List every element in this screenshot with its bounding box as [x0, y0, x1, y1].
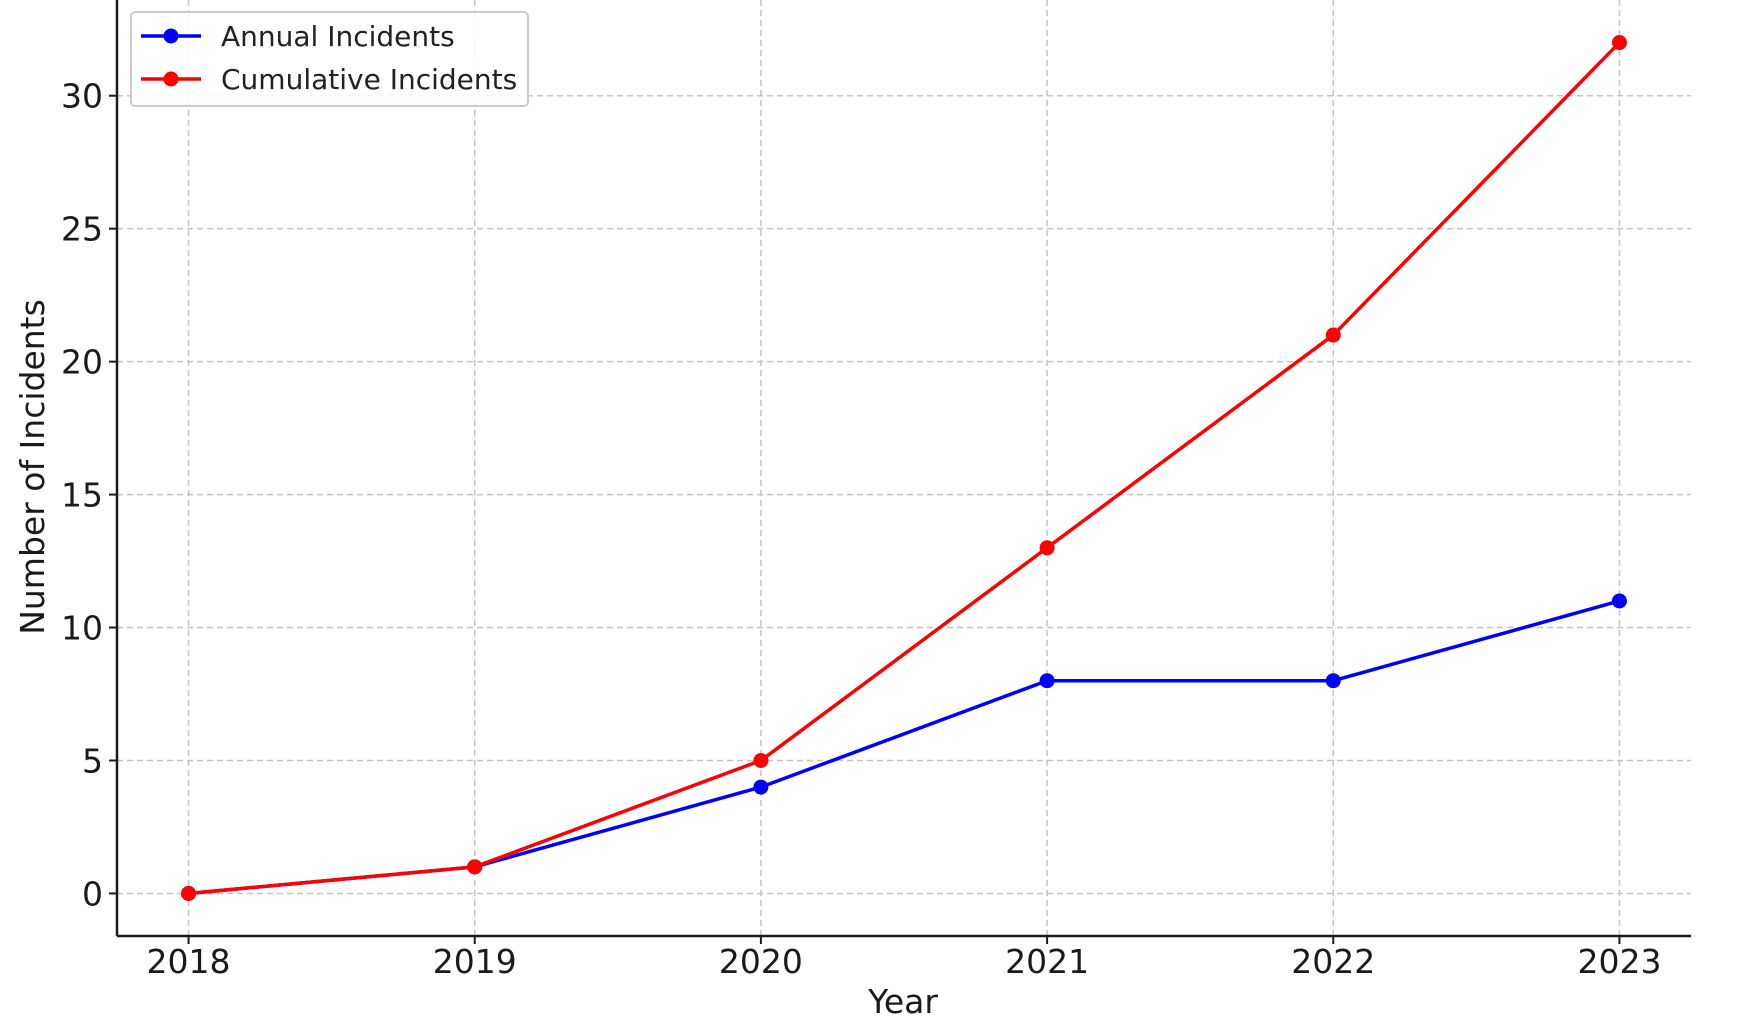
x-tick-label: 2023: [1577, 942, 1661, 981]
x-tick-label: 2018: [147, 942, 231, 981]
cumulative-incidents-point: [1039, 540, 1055, 556]
annual-incidents-line: [188, 599, 1620, 896]
legend-label: Cumulative Incidents: [221, 63, 517, 96]
legend-label: Annual Incidents: [221, 20, 455, 53]
x-tick-label: 2019: [433, 942, 517, 981]
legend-swatch-marker: [163, 28, 179, 44]
y-tick-label: 10: [61, 609, 103, 648]
cumulative-incidents-point: [1611, 35, 1627, 51]
y-tick-label: 20: [61, 343, 103, 382]
annual-incidents-point: [1325, 673, 1341, 689]
legend: Annual Incidents Cumulative Incidents: [130, 11, 529, 107]
y-axis-title: Number of Incidents: [13, 299, 52, 635]
y-tick-label: 25: [61, 210, 103, 249]
cumulative-incidents-point: [467, 859, 483, 875]
y-axis-ticks: 0 5 10 15 20 25 30: [61, 77, 117, 913]
annual-incidents-point: [753, 779, 769, 795]
x-axis-title: Year: [867, 982, 938, 1021]
x-tick-label: 2021: [1005, 942, 1089, 981]
series-group: [181, 35, 1627, 901]
cumulative-incidents-point: [181, 885, 197, 901]
cumulative-incidents-point: [1325, 327, 1341, 343]
y-tick-label: 0: [82, 874, 103, 913]
y-tick-label: 5: [82, 742, 103, 781]
y-tick-label: 15: [61, 476, 103, 515]
cumulative-incidents-point: [753, 753, 769, 768]
x-tick-label: 2022: [1291, 942, 1375, 981]
grid: [117, 0, 1691, 936]
legend-box: [130, 11, 529, 107]
annual-incidents-point: [1611, 593, 1627, 609]
x-axis-ticks: 2018 2019 2020 2021 2022 2023: [147, 936, 1661, 981]
axes: [115, 0, 1691, 938]
cumulative-incidents-line: [188, 41, 1621, 896]
x-tick-label: 2020: [719, 942, 803, 981]
y-tick-label: 30: [61, 77, 103, 116]
annual-incidents-point: [1039, 673, 1055, 689]
legend-swatch-marker: [163, 71, 179, 87]
